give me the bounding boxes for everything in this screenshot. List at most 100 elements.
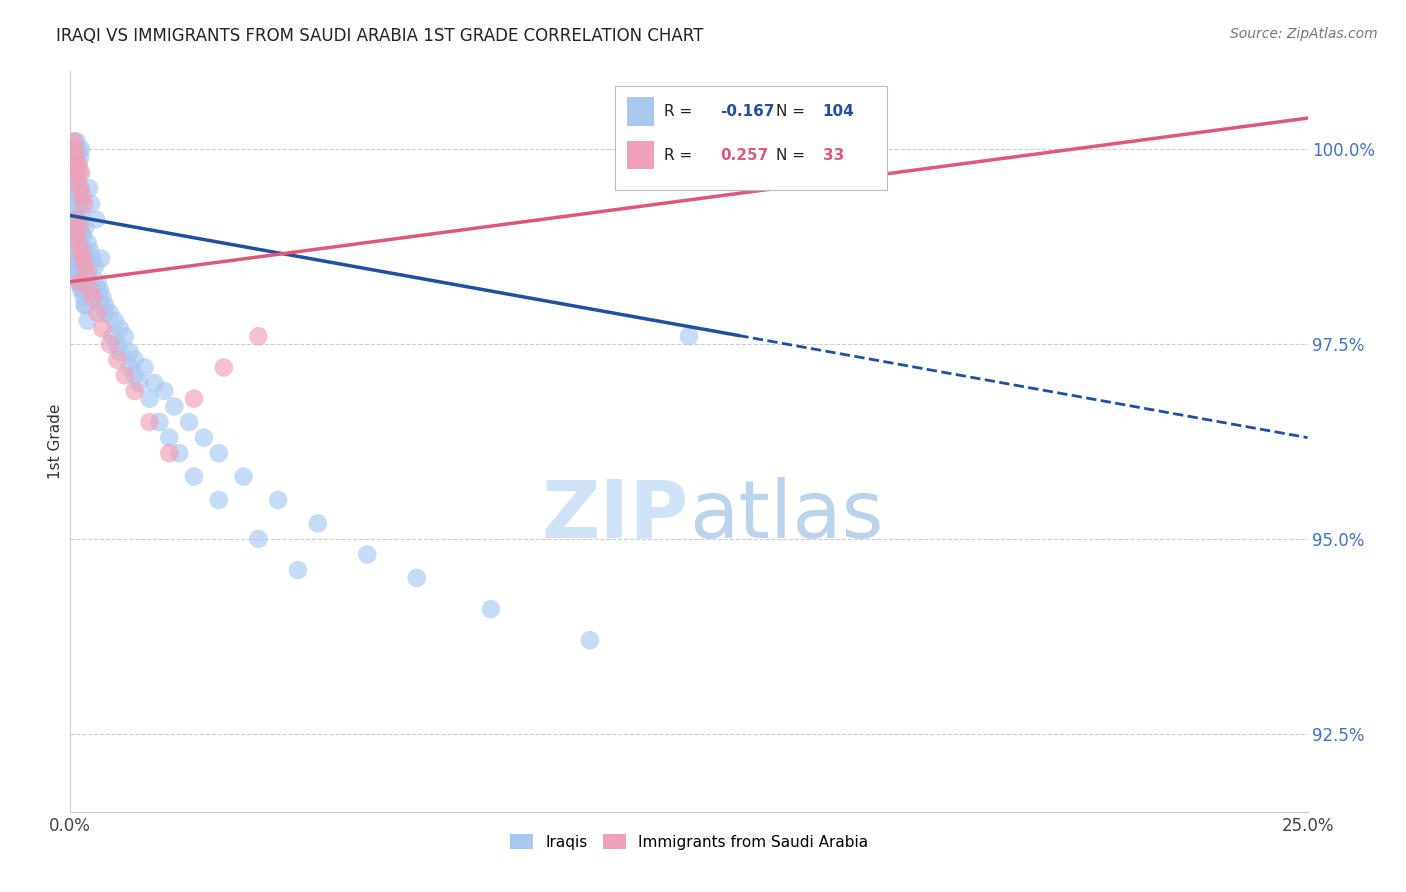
Point [72, 252, 94, 266]
Point [65, 227, 87, 242]
Point [84, 259, 107, 273]
Point [66, 220, 89, 235]
Text: 104: 104 [823, 104, 855, 119]
Point [65, 252, 87, 266]
Point [247, 329, 270, 343]
Point [104, 314, 127, 328]
Point [76, 267, 98, 281]
Point [76, 275, 98, 289]
Point [82, 252, 104, 266]
Point [105, 337, 128, 351]
Point [67, 267, 90, 281]
Text: N =: N = [776, 104, 810, 119]
Point [153, 384, 176, 398]
Point [157, 446, 180, 460]
Legend: Iraqis, Immigrants from Saudi Arabia: Iraqis, Immigrants from Saudi Arabia [503, 828, 875, 856]
Point [76, 314, 98, 328]
Point [212, 360, 235, 375]
Point [307, 516, 329, 531]
Text: R =: R = [664, 147, 697, 162]
Text: IRAQI VS IMMIGRANTS FROM SAUDI ARABIA 1ST GRADE CORRELATION CHART: IRAQI VS IMMIGRANTS FROM SAUDI ARABIA 1S… [56, 27, 703, 45]
Text: atlas: atlas [689, 476, 883, 555]
FancyBboxPatch shape [627, 141, 654, 169]
Point [63, 212, 86, 227]
Point [79, 244, 101, 258]
Point [86, 275, 108, 289]
Point [75, 298, 97, 312]
Point [63, 142, 86, 156]
Point [75, 259, 97, 273]
FancyBboxPatch shape [627, 97, 654, 126]
Point [98, 306, 121, 320]
Point [91, 321, 114, 335]
Point [69, 181, 91, 195]
Point [89, 298, 111, 312]
Point [63, 135, 86, 149]
Point [70, 283, 93, 297]
Point [143, 376, 166, 390]
Point [62, 259, 84, 273]
Point [67, 267, 90, 281]
Point [232, 469, 254, 483]
Point [62, 181, 84, 195]
Point [76, 235, 98, 250]
Point [79, 259, 101, 273]
Point [138, 392, 160, 406]
Point [67, 142, 90, 156]
Point [77, 181, 100, 195]
Point [356, 548, 378, 562]
Point [73, 244, 96, 258]
Text: -0.167: -0.167 [720, 104, 775, 119]
Point [65, 142, 87, 156]
Point [98, 337, 121, 351]
Point [62, 135, 84, 149]
Point [69, 189, 91, 203]
Point [66, 173, 89, 187]
Point [63, 252, 86, 266]
Point [69, 150, 91, 164]
Point [69, 220, 91, 235]
Point [72, 227, 94, 242]
Text: N =: N = [776, 147, 810, 162]
Point [84, 212, 107, 227]
Point [183, 469, 205, 483]
Point [69, 275, 91, 289]
Point [62, 173, 84, 187]
Point [101, 329, 124, 343]
Point [128, 376, 150, 390]
Point [405, 571, 427, 585]
Point [73, 298, 96, 312]
Point [70, 204, 93, 219]
Point [66, 275, 89, 289]
Point [177, 415, 200, 429]
Point [124, 352, 146, 367]
Point [114, 329, 136, 343]
Point [163, 400, 186, 414]
Point [193, 431, 215, 445]
Point [579, 633, 602, 648]
Point [267, 493, 290, 508]
Point [67, 158, 90, 172]
Point [82, 290, 104, 304]
Point [94, 298, 117, 312]
Point [66, 158, 89, 172]
Point [62, 158, 84, 172]
Point [66, 181, 89, 195]
Text: ZIP: ZIP [541, 476, 689, 555]
Point [69, 275, 91, 289]
Point [67, 212, 90, 227]
Point [66, 259, 89, 273]
Point [65, 166, 87, 180]
Point [118, 360, 141, 375]
Point [65, 267, 87, 281]
Point [70, 244, 93, 258]
Point [247, 532, 270, 546]
Text: Source: ZipAtlas.com: Source: ZipAtlas.com [1230, 27, 1378, 41]
Text: 0.257: 0.257 [720, 147, 768, 162]
Point [73, 290, 96, 304]
FancyBboxPatch shape [614, 87, 887, 190]
Point [134, 360, 156, 375]
Point [108, 345, 131, 359]
Point [208, 493, 231, 508]
Point [66, 212, 89, 227]
